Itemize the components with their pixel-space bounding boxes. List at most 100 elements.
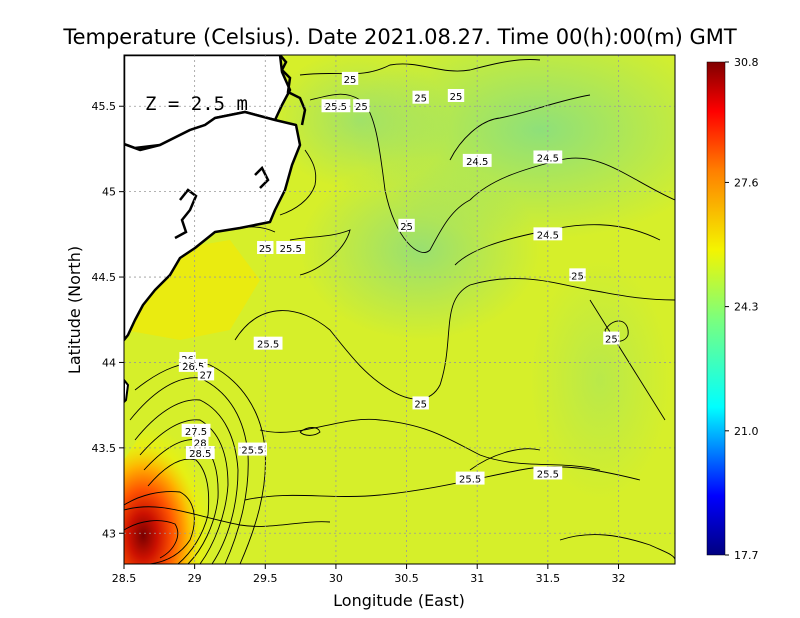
contour-line	[559, 534, 675, 561]
lagoon-outline	[174, 188, 198, 240]
contour-label-text: 25	[571, 271, 584, 282]
plot-area: 25 25.5 25 25 25 24.5 24.5 25 24.5 25 25.5 25 25 25.5…	[124, 55, 675, 564]
contour-label-text: 28.5	[189, 449, 211, 460]
contour-line	[147, 458, 210, 564]
contour-label-text: 25.5	[241, 446, 263, 457]
contour-label-text: 24.5	[537, 153, 559, 164]
cool-water-patch	[270, 55, 450, 190]
contour-line	[124, 491, 195, 564]
contour-label: 25	[603, 331, 620, 346]
contour-label-bg	[197, 367, 215, 381]
colorbar-tick-label: 30.8	[734, 56, 759, 69]
contour-label: 25	[353, 99, 370, 113]
contour-label-bg	[447, 88, 465, 102]
contour-label-text: 25	[414, 399, 427, 410]
contour-label-bg	[412, 396, 429, 410]
contour-label-bg	[533, 466, 563, 480]
contour-label-bg	[341, 71, 359, 85]
contour-label-text: 25.5	[459, 475, 481, 486]
contour-label-text: 25.5	[325, 102, 347, 113]
contour-line	[124, 520, 179, 559]
contour-label-text: 25	[450, 92, 463, 103]
x-tick-label: 29	[188, 572, 202, 585]
contour-label: 25	[412, 396, 429, 410]
contour-label: 25	[341, 71, 359, 86]
contour-label-text: 24.5	[466, 157, 488, 168]
y-tick-label: 44.5	[92, 271, 117, 284]
contour-line	[289, 229, 351, 276]
contour-line	[234, 278, 675, 400]
contour-label: 24.5	[533, 227, 563, 241]
contour-label-text: 26.5	[182, 362, 204, 373]
contour-label-bg	[533, 227, 563, 241]
contour-label-text: 25	[400, 222, 413, 233]
contour-label-text: 25.5	[280, 244, 302, 255]
coastline	[279, 55, 307, 126]
colorbar-tick-label: 17.7	[734, 549, 759, 562]
y-tick-label: 45.5	[92, 100, 117, 113]
warm-coastal-band	[124, 230, 260, 564]
contour-label: 25	[447, 88, 465, 103]
x-axis-label: Longitude (East)	[333, 591, 465, 610]
contour-line	[469, 448, 541, 471]
contour-label-text: 27	[200, 370, 213, 381]
contour-line	[124, 506, 331, 527]
contour-label: 27.5	[181, 423, 211, 438]
contour-label: 28	[192, 435, 209, 450]
contour-line	[259, 418, 601, 471]
x-tick-label: 30.5	[394, 572, 419, 585]
x-tick-label: 29.5	[253, 572, 278, 585]
contour-label-text: 25	[605, 335, 618, 346]
contour-line	[309, 93, 471, 253]
lagoon-outline	[254, 165, 270, 189]
contour-label: 25.5	[253, 336, 283, 351]
contour-label: 24.5	[533, 150, 563, 164]
contour-label-bg	[192, 435, 209, 449]
contour-line	[134, 399, 239, 564]
contour-label-bg	[603, 331, 620, 345]
x-tick-label: 31	[470, 572, 484, 585]
warm-water-core	[124, 362, 252, 564]
contour-label-text: 25.5	[537, 469, 559, 480]
chart-title: Temperature (Celsius). Date 2021.08.27. …	[62, 25, 737, 49]
contour-label: 25.5	[276, 241, 306, 255]
contour-label-bg	[238, 442, 267, 456]
contour-label: 25.5	[455, 471, 485, 486]
contour-label-bg	[181, 423, 211, 437]
contour-label-text: 25	[259, 244, 272, 255]
colorbar-tick-label: 27.6	[734, 176, 759, 189]
contour-label: 28.5	[185, 445, 215, 460]
x-tick-label: 31.5	[536, 572, 561, 585]
contour-label-bg	[276, 241, 306, 255]
contour-line	[279, 149, 317, 216]
colorbar	[706, 61, 726, 556]
colorbar-tick-label: 24.3	[734, 301, 759, 314]
contour-label-bg	[353, 99, 370, 113]
contour-label: 25	[569, 268, 586, 282]
cool-water-patch	[300, 160, 540, 340]
contour-line	[143, 439, 219, 564]
x-tick-label: 30	[329, 572, 343, 585]
contour-label-text: 28	[194, 439, 207, 450]
y-tick-label: 44	[102, 356, 116, 369]
contour-line	[299, 427, 321, 436]
contour-label-bg	[412, 90, 429, 104]
contour-line	[129, 377, 249, 564]
contour-label-bg	[569, 268, 586, 282]
contour-line	[589, 299, 666, 421]
x-tick-label: 32	[611, 572, 625, 585]
contour-label: 25.5	[238, 442, 267, 457]
contour-line	[244, 466, 641, 501]
contour-label-bg	[257, 241, 274, 255]
contour-label-text: 25	[414, 94, 427, 105]
x-tick-label: 28.5	[112, 572, 137, 585]
plot-frame	[123, 54, 676, 565]
contour-label: 25	[257, 241, 274, 255]
land-mass	[124, 110, 302, 342]
depth-label: Z = 2.5 m	[145, 93, 248, 115]
contour-label-text: 25.5	[257, 340, 279, 351]
contour-label: 27	[197, 367, 215, 381]
contour-line	[134, 362, 266, 564]
cool-water-patch	[530, 260, 670, 500]
